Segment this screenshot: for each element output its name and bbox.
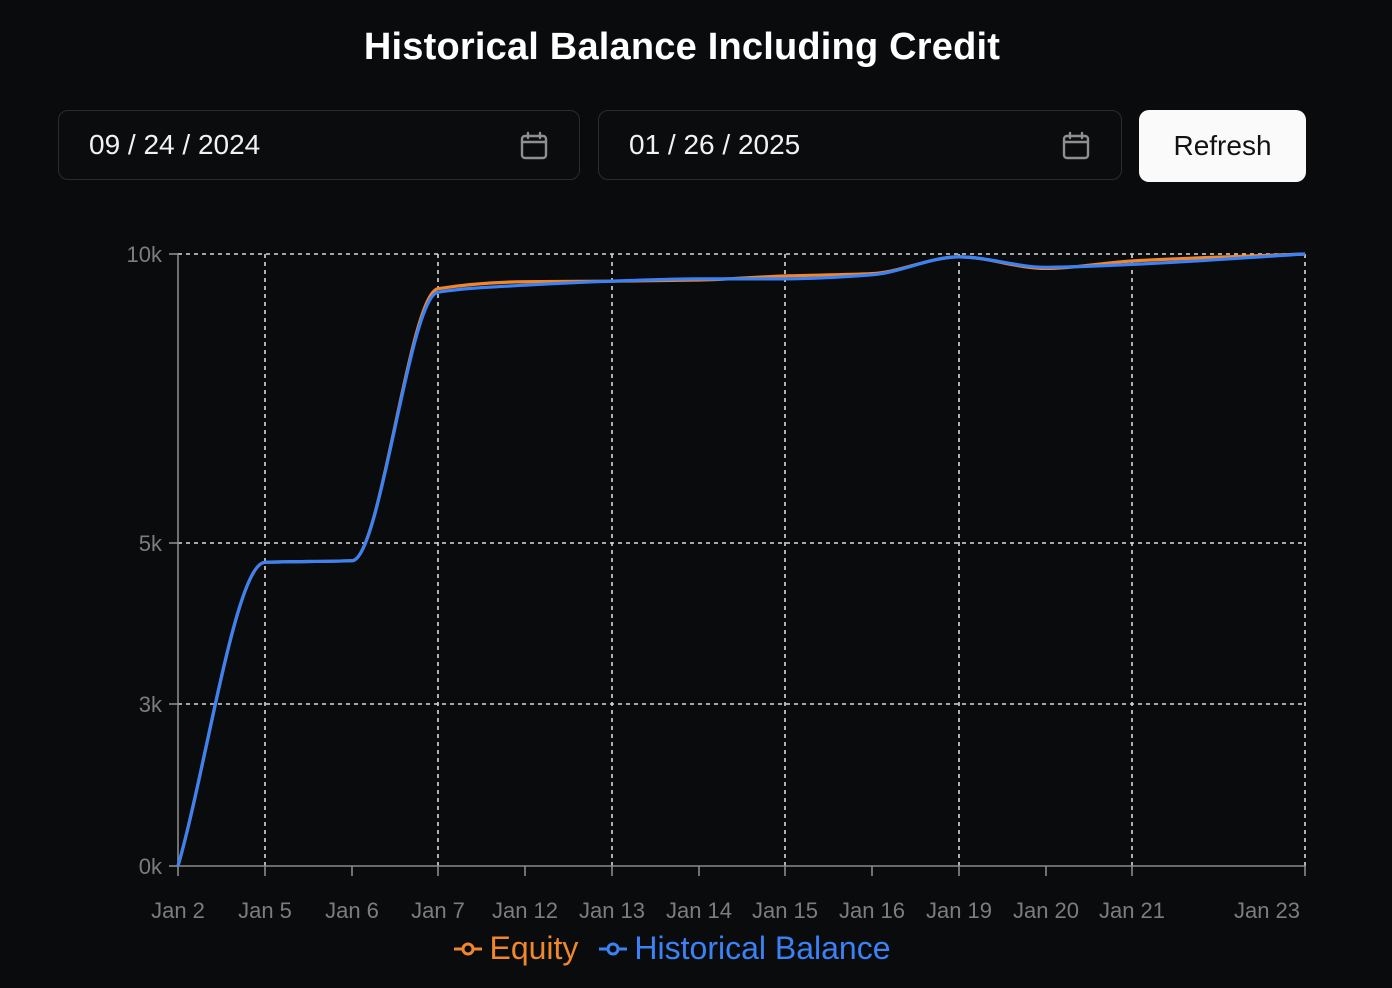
calendar-icon[interactable] — [519, 131, 549, 161]
x-tick-label: Jan 7 — [411, 898, 465, 923]
x-tick-label: Jan 16 — [839, 898, 905, 923]
x-tick-label: Jan 13 — [579, 898, 645, 923]
x-tick-label: Jan 15 — [752, 898, 818, 923]
legend-item-equity[interactable]: Equity — [453, 930, 578, 967]
y-tick-label: 3k — [139, 692, 163, 717]
refresh-button[interactable]: Refresh — [1139, 110, 1306, 182]
series-line-historical-balance — [176, 252, 1306, 867]
x-tick-label: Jan 19 — [926, 898, 992, 923]
start-date-input[interactable]: 09 / 24 / 2024 — [58, 110, 580, 180]
x-tick-label: Jan 20 — [1013, 898, 1079, 923]
legend-marker-equity — [454, 942, 483, 955]
x-tick-label: Jan 23 — [1234, 898, 1300, 923]
start-date-value: 09 / 24 / 2024 — [89, 129, 261, 160]
legend-item-historical-balance[interactable]: Historical Balance — [598, 930, 891, 967]
y-tick-label: 10k — [127, 242, 163, 267]
legend-marker-historical-balance — [599, 942, 628, 955]
x-tick-label: Jan 21 — [1099, 898, 1165, 923]
x-tick-label: Jan 2 — [151, 898, 205, 923]
chart-title: Historical Balance Including Credit — [363, 26, 1001, 68]
x-tick-label: Jan 14 — [666, 898, 732, 923]
legend-label-equity: Equity — [489, 930, 579, 966]
y-tick-label: 5k — [139, 531, 163, 556]
legend-label-historical-balance: Historical Balance — [634, 930, 891, 966]
x-tick-label: Jan 6 — [325, 898, 379, 923]
end-date-input[interactable]: 01 / 26 / 2025 — [598, 110, 1122, 180]
end-date-value: 01 / 26 / 2025 — [629, 129, 801, 160]
calendar-icon[interactable] — [1061, 131, 1091, 161]
y-tick-label: 0k — [139, 854, 163, 879]
chart-legend: Equity Historical Balance — [0, 930, 1344, 967]
x-tick-label: Jan 12 — [492, 898, 558, 923]
x-tick-label: Jan 5 — [238, 898, 292, 923]
